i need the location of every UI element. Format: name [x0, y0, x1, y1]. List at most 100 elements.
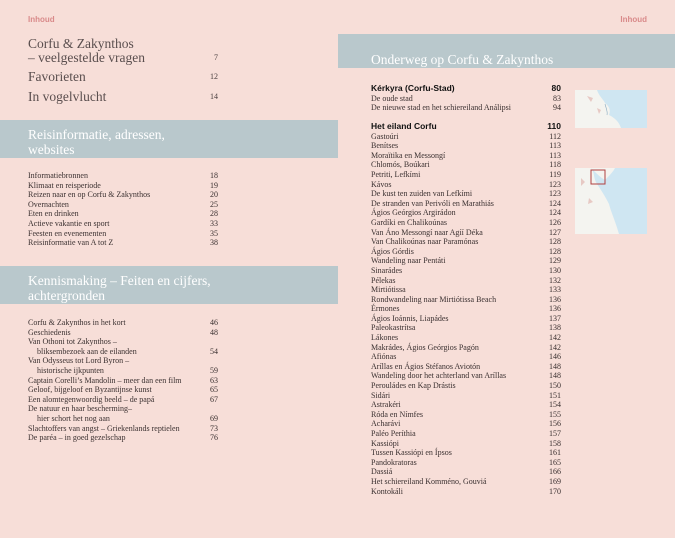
toc-entry[interactable]: Captain Corelli’s Mandolin – meer dan ee… [28, 376, 218, 386]
toc-entry-page: 48 [210, 327, 218, 337]
toc-entry[interactable]: Kontokáli 170 [371, 487, 561, 497]
toc-entry-page: 155 [549, 409, 561, 419]
toc-entry-page: 25 [210, 199, 218, 209]
toc-heading-kerkyra[interactable]: Kérkyra (Corfu-Stad) 80 [371, 83, 561, 94]
toc-entry-page: 123 [549, 189, 561, 199]
toc-entry[interactable]: Actieve vakantie en sport 33 [28, 219, 218, 229]
toc-entry[interactable]: Ágios Ioánnis, Liapádes 137 [371, 314, 561, 324]
toc-entry[interactable]: Wandeling naar Pentáti 129 [371, 256, 561, 266]
toc-entry[interactable]: Pélekas 132 [371, 276, 561, 286]
toc-entry[interactable]: Mirtiótissa 133 [371, 285, 561, 295]
toc-entry[interactable]: Róda en Nímfes 155 [371, 410, 561, 420]
toc-entry[interactable]: Kassiópi 158 [371, 439, 561, 449]
toc-entry[interactable]: Sinarádes 130 [371, 266, 561, 276]
toc-entry-page: 20 [210, 190, 218, 200]
toc-entry[interactable]: Paléo Períthia 157 [371, 429, 561, 439]
toc-entry-title: Dassiá [371, 467, 393, 477]
toc-entry[interactable]: Pandokratoras 165 [371, 458, 561, 468]
toc-entry[interactable]: Reizen naar en op Corfu & Zakynthos 20 [28, 190, 218, 200]
toc-entry[interactable]: hier schort het nog aan 69 [28, 414, 218, 424]
toc-entry[interactable]: Klimaat en reisperiode 19 [28, 181, 218, 191]
toc-entry-page: 28 [210, 209, 218, 219]
toc-entry[interactable]: Moraïtika en Messongí 113 [371, 151, 561, 161]
toc-entry-page: 63 [210, 375, 218, 385]
toc-entry[interactable]: Van Chalikoúnas naar Paramónas 128 [371, 237, 561, 247]
toc-entry-title: Paléo Períthia [371, 429, 416, 438]
toc-entry[interactable]: Informatiebronnen 18 [28, 171, 218, 181]
coastline-icon [575, 90, 621, 128]
toc-entry[interactable]: De paréa – in goed gezelschap 76 [28, 433, 218, 443]
toc-entry[interactable]: Reisinformatie van A tot Z 38 [28, 238, 218, 248]
toc-entry-page: 148 [549, 361, 561, 371]
toc-entry-title: Ágios Górdis [371, 246, 414, 256]
toc-entry[interactable]: Ágios Geórgios Argirádon 124 [371, 208, 561, 218]
toc-entry-faq[interactable]: Corfu & Zakynthos – veelgestelde vragen … [28, 37, 218, 65]
toc-entry[interactable]: Tussen Kassiópi en Ípsos 161 [371, 448, 561, 458]
toc-entry-favorieten[interactable]: Favorieten 12 [28, 70, 218, 84]
toc-entry[interactable]: Geloof, bijgeloof en Byzantijnse kunst 65 [28, 385, 218, 395]
toc-entry[interactable]: Geschiedenis 48 [28, 328, 218, 338]
toc-entry-title: De kust ten zuiden van Lefkími [371, 189, 473, 199]
toc-entry[interactable]: De nieuwe stad en het schiereiland Análi… [371, 103, 561, 113]
toc-entry-page: 138 [549, 323, 561, 333]
toc-entry[interactable]: Het schiereiland Komméno, Gouviá 169 [371, 477, 561, 487]
toc-entry[interactable]: Wandeling door het achterland van Arílla… [371, 371, 561, 381]
toc-entry-page: 142 [549, 342, 561, 352]
toc-entry-page: 169 [549, 476, 561, 486]
toc-entry[interactable]: Overnachten 25 [28, 200, 218, 210]
toc-entry-title: hier schort het nog aan [37, 413, 110, 423]
toc-entry[interactable]: Van Odysseus tot Lord Byron – [28, 356, 218, 366]
toc-list-kennismaking: Corfu & Zakynthos in het kort 46 Geschiede… [28, 318, 218, 443]
toc-entry[interactable]: historische ijkpunten 59 [28, 366, 218, 376]
toc-entry[interactable]: De kust ten zuiden van Lefkími 123 [371, 189, 561, 199]
toc-entry[interactable]: Dassiá 166 [371, 467, 561, 477]
toc-entry[interactable]: Petriti, Lefkími 119 [371, 170, 561, 180]
map-thumbnail-corfu-town[interactable] [575, 90, 647, 128]
toc-entry-page: 73 [210, 423, 218, 433]
toc-entry[interactable]: Gastoúri 112 [371, 132, 561, 142]
toc-entry-title: De stranden van Perivóli en Marathiás [371, 198, 494, 208]
toc-entry-title: Eten en drinken [28, 209, 79, 219]
toc-entry[interactable]: De stranden van Perivóli en Marathiás 124 [371, 199, 561, 209]
toc-entry[interactable]: Makrádes, Ágios Geórgios Pagón 142 [371, 343, 561, 353]
toc-entry[interactable]: Paleokastrítsa 138 [371, 323, 561, 333]
toc-entry-page: 38 [210, 238, 218, 248]
toc-entry[interactable]: Van Othoni tot Zakynthos – [28, 337, 218, 347]
toc-entry[interactable]: Afiónas 146 [371, 352, 561, 362]
toc-entry[interactable]: Perouládes en Kap Drástis 150 [371, 381, 561, 391]
toc-entry-title: Mirtiótissa [371, 285, 406, 295]
toc-entry-title: Chlomós, Boúkari [371, 160, 430, 170]
toc-entry[interactable]: Feesten en evenementen 35 [28, 229, 218, 239]
toc-entry[interactable]: Acharávi 156 [371, 419, 561, 429]
toc-entry[interactable]: Corfu & Zakynthos in het kort 46 [28, 318, 218, 328]
toc-entry[interactable]: Benítses 113 [371, 141, 561, 151]
toc-entry-title: Acharávi [371, 419, 401, 429]
toc-entry-page: 156 [549, 419, 561, 429]
toc-entry[interactable]: Érmones 136 [371, 304, 561, 314]
toc-entry-vogelvlucht[interactable]: In vogelvlucht 14 [28, 90, 218, 104]
toc-entry[interactable]: Slachtoffers van angst – Griekenlands re… [28, 424, 218, 434]
toc-entry-page: 146 [549, 352, 561, 362]
toc-entry[interactable]: Een alomtegenwoordig beeld – de papá 67 [28, 395, 218, 405]
toc-entry[interactable]: Astrakéri 154 [371, 400, 561, 410]
toc-entry[interactable]: Van Áno Messongí naar Agíí Déka 127 [371, 228, 561, 238]
toc-entry[interactable]: Eten en drinken 28 [28, 209, 218, 219]
toc-entry[interactable]: De oude stad 83 [371, 94, 561, 104]
toc-entry[interactable]: bliksembezoek aan de eilanden 54 [28, 347, 218, 357]
toc-entry-title: Sidári [371, 390, 391, 400]
toc-entry[interactable]: Kávos 123 [371, 180, 561, 190]
faq-page: 7 [214, 53, 218, 62]
toc-entry[interactable]: Rondwandeling naar Mirtiótissa Beach 136 [371, 295, 561, 305]
toc-entry[interactable]: Sidári 151 [371, 391, 561, 401]
toc-entry[interactable]: Aríllas en Ágios Stéfanos Aviotón 148 [371, 362, 561, 372]
toc-entry-title: Van Chalikoúnas naar Paramónas [371, 237, 479, 247]
toc-entry[interactable]: Ágios Górdis 128 [371, 247, 561, 257]
map-thumbnail-corfu-island[interactable] [575, 168, 647, 234]
toc-entry[interactable]: Lákones 142 [371, 333, 561, 343]
toc-entry[interactable]: Gardíki en Chalikoúnas 126 [371, 218, 561, 228]
toc-entry[interactable]: De natuur en haar bescherming– [28, 404, 218, 414]
faq-title-2: – veelgestelde vragen [28, 50, 145, 65]
toc-entry[interactable]: Chlomós, Boúkari 118 [371, 160, 561, 170]
toc-heading-eiland-corfu[interactable]: Het eiland Corfu 110 [371, 121, 561, 132]
